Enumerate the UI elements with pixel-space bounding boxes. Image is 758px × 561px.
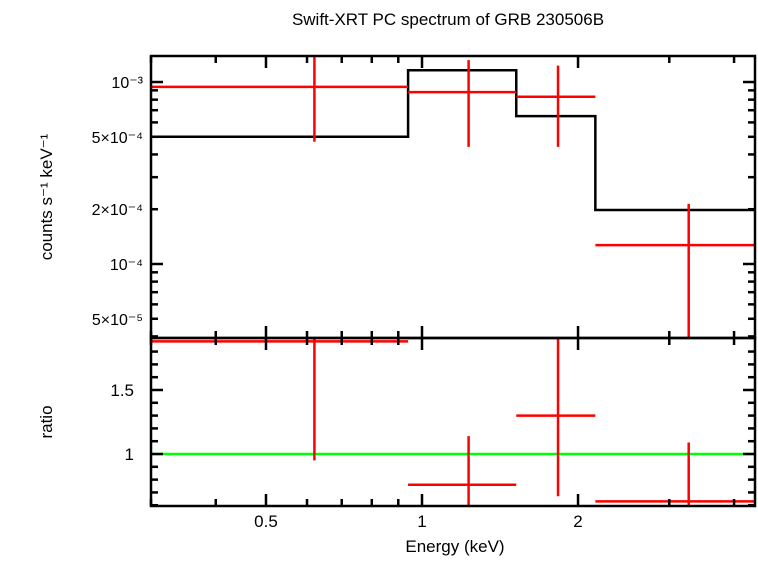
bottom-panel-frame xyxy=(149,336,757,508)
y-tick-label-top: 5×10⁻⁴ xyxy=(92,130,143,147)
y-axis-label-top: counts s⁻¹ keV⁻¹ xyxy=(37,133,56,260)
y-tick-label-top: 10⁻⁴ xyxy=(110,257,143,274)
top-panel-frame xyxy=(149,54,757,340)
y-tick-label-top: 10⁻³ xyxy=(111,75,143,92)
y-tick-label-top: 5×10⁻⁵ xyxy=(92,312,143,329)
x-tick-label: 1 xyxy=(417,512,426,531)
x-axis-label: Energy (keV) xyxy=(405,537,504,556)
y-tick-label-bottom: 1 xyxy=(125,445,134,464)
y-axis-label-bottom: ratio xyxy=(37,405,56,438)
y-tick-label-top: 2×10⁻⁴ xyxy=(92,202,143,219)
chart-title: Swift-XRT PC spectrum of GRB 230506B xyxy=(292,10,604,29)
x-tick-label: 2 xyxy=(573,512,582,531)
plot-marks: 0.5 1 2 10⁻³ 5×10⁻⁴ 2×10⁻⁴ 10⁻⁴ 5×10⁻⁵ 1.5 1 xyxy=(92,54,757,531)
x-tick-label: 0.5 xyxy=(254,512,278,531)
y-tick-label-bottom: 1.5 xyxy=(110,381,134,400)
